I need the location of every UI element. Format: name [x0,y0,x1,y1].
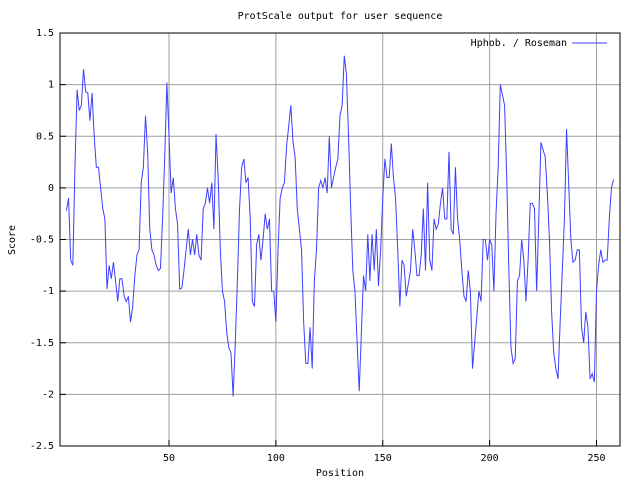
y-axis-label: Score [7,225,18,255]
y-tick-label: 1.5 [36,28,54,39]
x-tick-label: 150 [374,453,392,464]
x-tick-label: 50 [163,453,175,464]
x-tick-label: 250 [587,453,605,464]
plot-frame [59,32,621,447]
chart-title: ProtScale output for user sequence [238,11,443,22]
y-tick-label: -1.5 [30,338,54,349]
x-axis-label: Position [316,468,364,479]
x-tick-label: 100 [267,453,285,464]
y-tick-label: -2 [42,389,54,400]
legend-label: Hphob. / Roseman [471,38,567,49]
y-tick-label: -2.5 [30,441,54,452]
x-tick-label: 200 [481,453,499,464]
y-tick-label: 0.5 [36,131,54,142]
y-tick-label: -0.5 [30,235,54,246]
data-line [65,55,615,397]
y-tick-label: -1 [42,286,54,297]
y-tick-label: 0 [48,183,54,194]
y-tick-label: 1 [48,80,54,91]
